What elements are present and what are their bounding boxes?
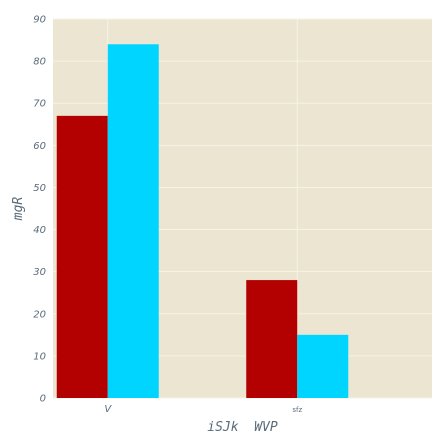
x-axis-title: iSJk WVP [207,420,278,435]
y-tick-label: 40 [33,225,46,236]
y-tick-label: 70 [33,99,46,110]
x-tick-label: sfz [292,406,302,414]
y-tick-label: 60 [33,141,46,152]
bar-V-series-2 [107,44,159,399]
y-tick-label: 50 [33,183,46,194]
y-tick-label: 10 [33,351,46,362]
y-axis-title: mgR [11,197,26,222]
bar-sfz-series-1 [246,280,298,398]
y-axis-ticks: 0 10 20 30 40 50 60 70 80 90 [33,15,46,405]
y-tick-label: 90 [33,15,46,26]
y-tick-label: 20 [33,309,46,320]
y-tick-label: 80 [33,57,46,68]
bar-V-series-1 [56,115,108,398]
y-tick-label: 30 [33,267,46,278]
bar-sfz-series-2 [297,334,349,398]
y-tick-label: 0 [40,394,46,405]
x-tick-label: V [104,404,112,415]
bars [56,44,349,399]
